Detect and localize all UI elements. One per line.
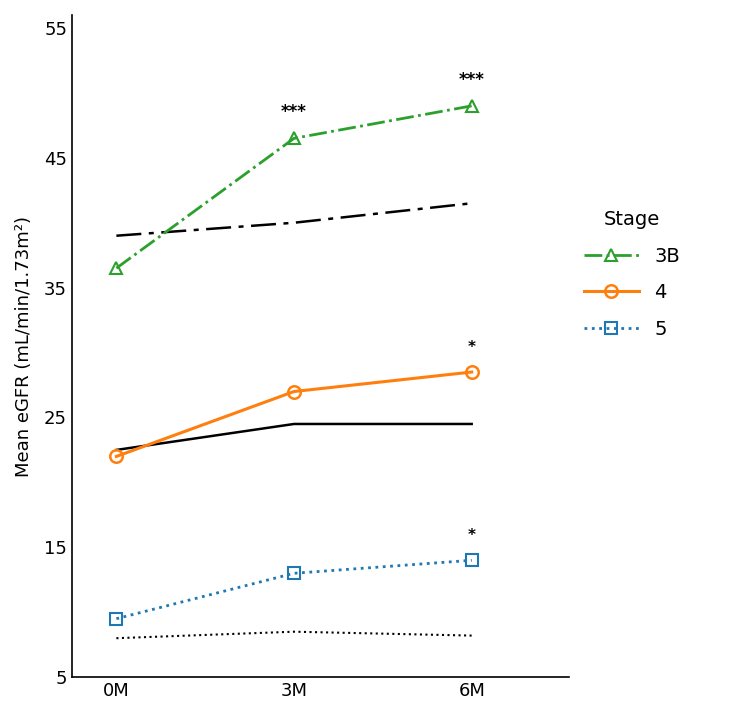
Text: ***: *** xyxy=(458,71,485,89)
Text: *: * xyxy=(468,528,476,543)
Text: *: * xyxy=(468,340,476,355)
Legend: 3B, 4, 5: 3B, 4, 5 xyxy=(584,210,680,339)
Y-axis label: Mean eGFR (mL/min/1.73m²): Mean eGFR (mL/min/1.73m²) xyxy=(15,215,33,477)
Text: ***: *** xyxy=(281,104,307,122)
